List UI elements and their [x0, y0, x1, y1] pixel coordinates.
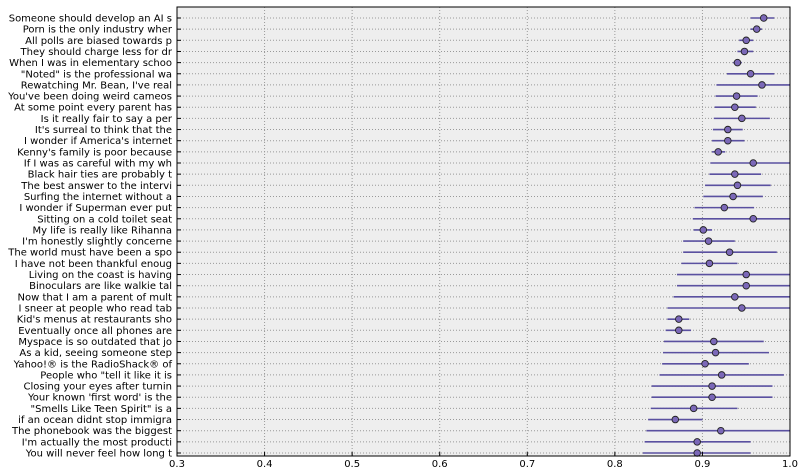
- row-label: People who "tell it like it is: [40, 370, 172, 381]
- row-label: Kid's menus at restaurants sho: [17, 315, 172, 326]
- row-label: Binoculars are like walkie tal: [29, 281, 172, 292]
- x-tick-label: 0.6: [432, 459, 448, 470]
- row-label: Sitting on a cold toilet seat: [37, 214, 172, 225]
- row-label: It's surreal to think that the: [35, 125, 172, 136]
- plot-area: [177, 7, 790, 456]
- point-marker: [758, 81, 766, 89]
- point-marker: [675, 326, 683, 335]
- point-marker: [710, 337, 718, 346]
- point-marker: [749, 215, 757, 223]
- point-marker: [711, 348, 720, 357]
- row-label: Eventually once all phones are: [18, 326, 172, 337]
- markers: [671, 14, 768, 457]
- point-marker: [724, 125, 732, 134]
- point-marker: [740, 47, 749, 56]
- point-marker: [693, 438, 701, 446]
- row-label: My life is really like Rihanna: [33, 225, 172, 236]
- row-label: At some point every parent has: [14, 103, 172, 114]
- row-label: Is it really fair to say a per: [41, 114, 173, 125]
- row-label: You will never feel how long t: [25, 449, 172, 460]
- row-label: "Smells Like Teen Spirit" is a: [31, 404, 173, 415]
- row-label: I have not been thankful enoug: [15, 259, 172, 270]
- point-marker: [705, 259, 714, 268]
- x-axis-ticks: 0.3 0.4 0.5 0.6 0.7 0.8 0.9 1.0: [169, 17, 798, 470]
- x-tick-label: 0.5: [344, 459, 360, 470]
- point-marker: [717, 371, 726, 379]
- row-label: if an ocean didnt stop immigra: [18, 415, 172, 426]
- row-label: I'm actually the most producti: [22, 437, 172, 448]
- point-marker: [759, 14, 768, 22]
- point-marker: [732, 92, 741, 100]
- row-label: Kenny's family is poor because: [17, 147, 172, 158]
- x-tick-label: 0.8: [607, 459, 623, 470]
- plot-frame: [176, 6, 791, 457]
- row-label: Yahoo!® is the RadioShack® of: [13, 359, 173, 370]
- row-label: The world must have been a spo: [7, 248, 172, 259]
- point-marker: [704, 237, 713, 245]
- point-marker: [729, 192, 737, 201]
- point-marker: [671, 415, 680, 424]
- point-marker: [689, 404, 698, 413]
- row-label: Closing your eyes after turnin: [24, 382, 173, 393]
- row-label: As a kid, seeing someone step: [19, 348, 172, 359]
- row-label: Now that I am a parent of mult: [18, 292, 173, 303]
- row-label: Living on the coast is having: [29, 270, 172, 281]
- row-label: I sneer at people who read tab: [19, 304, 172, 315]
- point-marker: [731, 293, 739, 301]
- row-label: Rewatching Mr. Bean, I've real: [21, 80, 172, 91]
- point-marker: [724, 136, 732, 145]
- point-marker: [720, 203, 729, 212]
- point-marker: [699, 226, 708, 234]
- x-tick-label: 0.4: [257, 459, 273, 470]
- x-tick-label: 0.7: [519, 459, 535, 470]
- point-marker: [731, 170, 739, 178]
- point-marker: [742, 36, 750, 45]
- row-label: You've been doing weird cameos: [7, 92, 172, 103]
- point-marker: [717, 426, 725, 435]
- point-marker: [725, 248, 734, 256]
- point-marker: [731, 103, 739, 111]
- x-tick-label: 0.3: [169, 459, 185, 470]
- row-label: Your known 'first word' is the: [27, 393, 172, 404]
- row-label: Black hair ties are probably t: [28, 170, 172, 181]
- row-label: Someone should develop an AI s: [9, 14, 172, 25]
- point-marker: [738, 304, 746, 312]
- point-marker: [742, 281, 750, 290]
- row-label: They should charge less for dr: [20, 47, 173, 58]
- point-marker: [675, 315, 683, 323]
- row-label: The phonebook was the biggest: [11, 426, 172, 437]
- row-label: If I was as careful with my wh: [24, 159, 172, 170]
- row-label: I wonder if Superman ever put: [19, 203, 172, 214]
- point-marker: [733, 181, 742, 190]
- point-marker: [742, 270, 750, 279]
- x-tick-label: 0.9: [694, 459, 710, 470]
- point-marker: [693, 449, 701, 457]
- row-label: All polls are biased towards p: [25, 36, 172, 47]
- point-marker: [733, 58, 742, 67]
- row-label: Surfing the internet without a: [24, 192, 172, 203]
- row-label: "Noted" is the professional wa: [21, 69, 172, 80]
- row-label: The best answer to the intervi: [20, 181, 172, 192]
- row-label: Myspace is so outdated that jo: [18, 337, 172, 348]
- point-marker: [714, 148, 722, 156]
- point-marker: [708, 382, 716, 390]
- row-label: I'm honestly slightly concerne: [22, 237, 172, 248]
- row-label: Porn is the only industry wher: [23, 25, 173, 36]
- point-marker: [708, 393, 716, 401]
- row-label: I wonder if America's internet: [24, 136, 172, 147]
- x-tick-label: 1.0: [782, 459, 798, 470]
- point-marker: [746, 70, 755, 78]
- point-marker: [749, 159, 757, 167]
- point-marker: [738, 114, 746, 123]
- row-label: When I was in elementary schoo: [9, 58, 172, 69]
- point-marker: [701, 360, 709, 368]
- point-marker: [752, 25, 761, 33]
